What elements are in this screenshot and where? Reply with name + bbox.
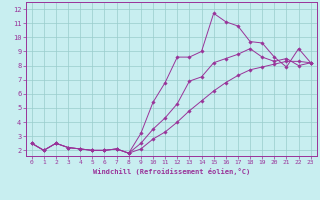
X-axis label: Windchill (Refroidissement éolien,°C): Windchill (Refroidissement éolien,°C) bbox=[92, 168, 250, 175]
